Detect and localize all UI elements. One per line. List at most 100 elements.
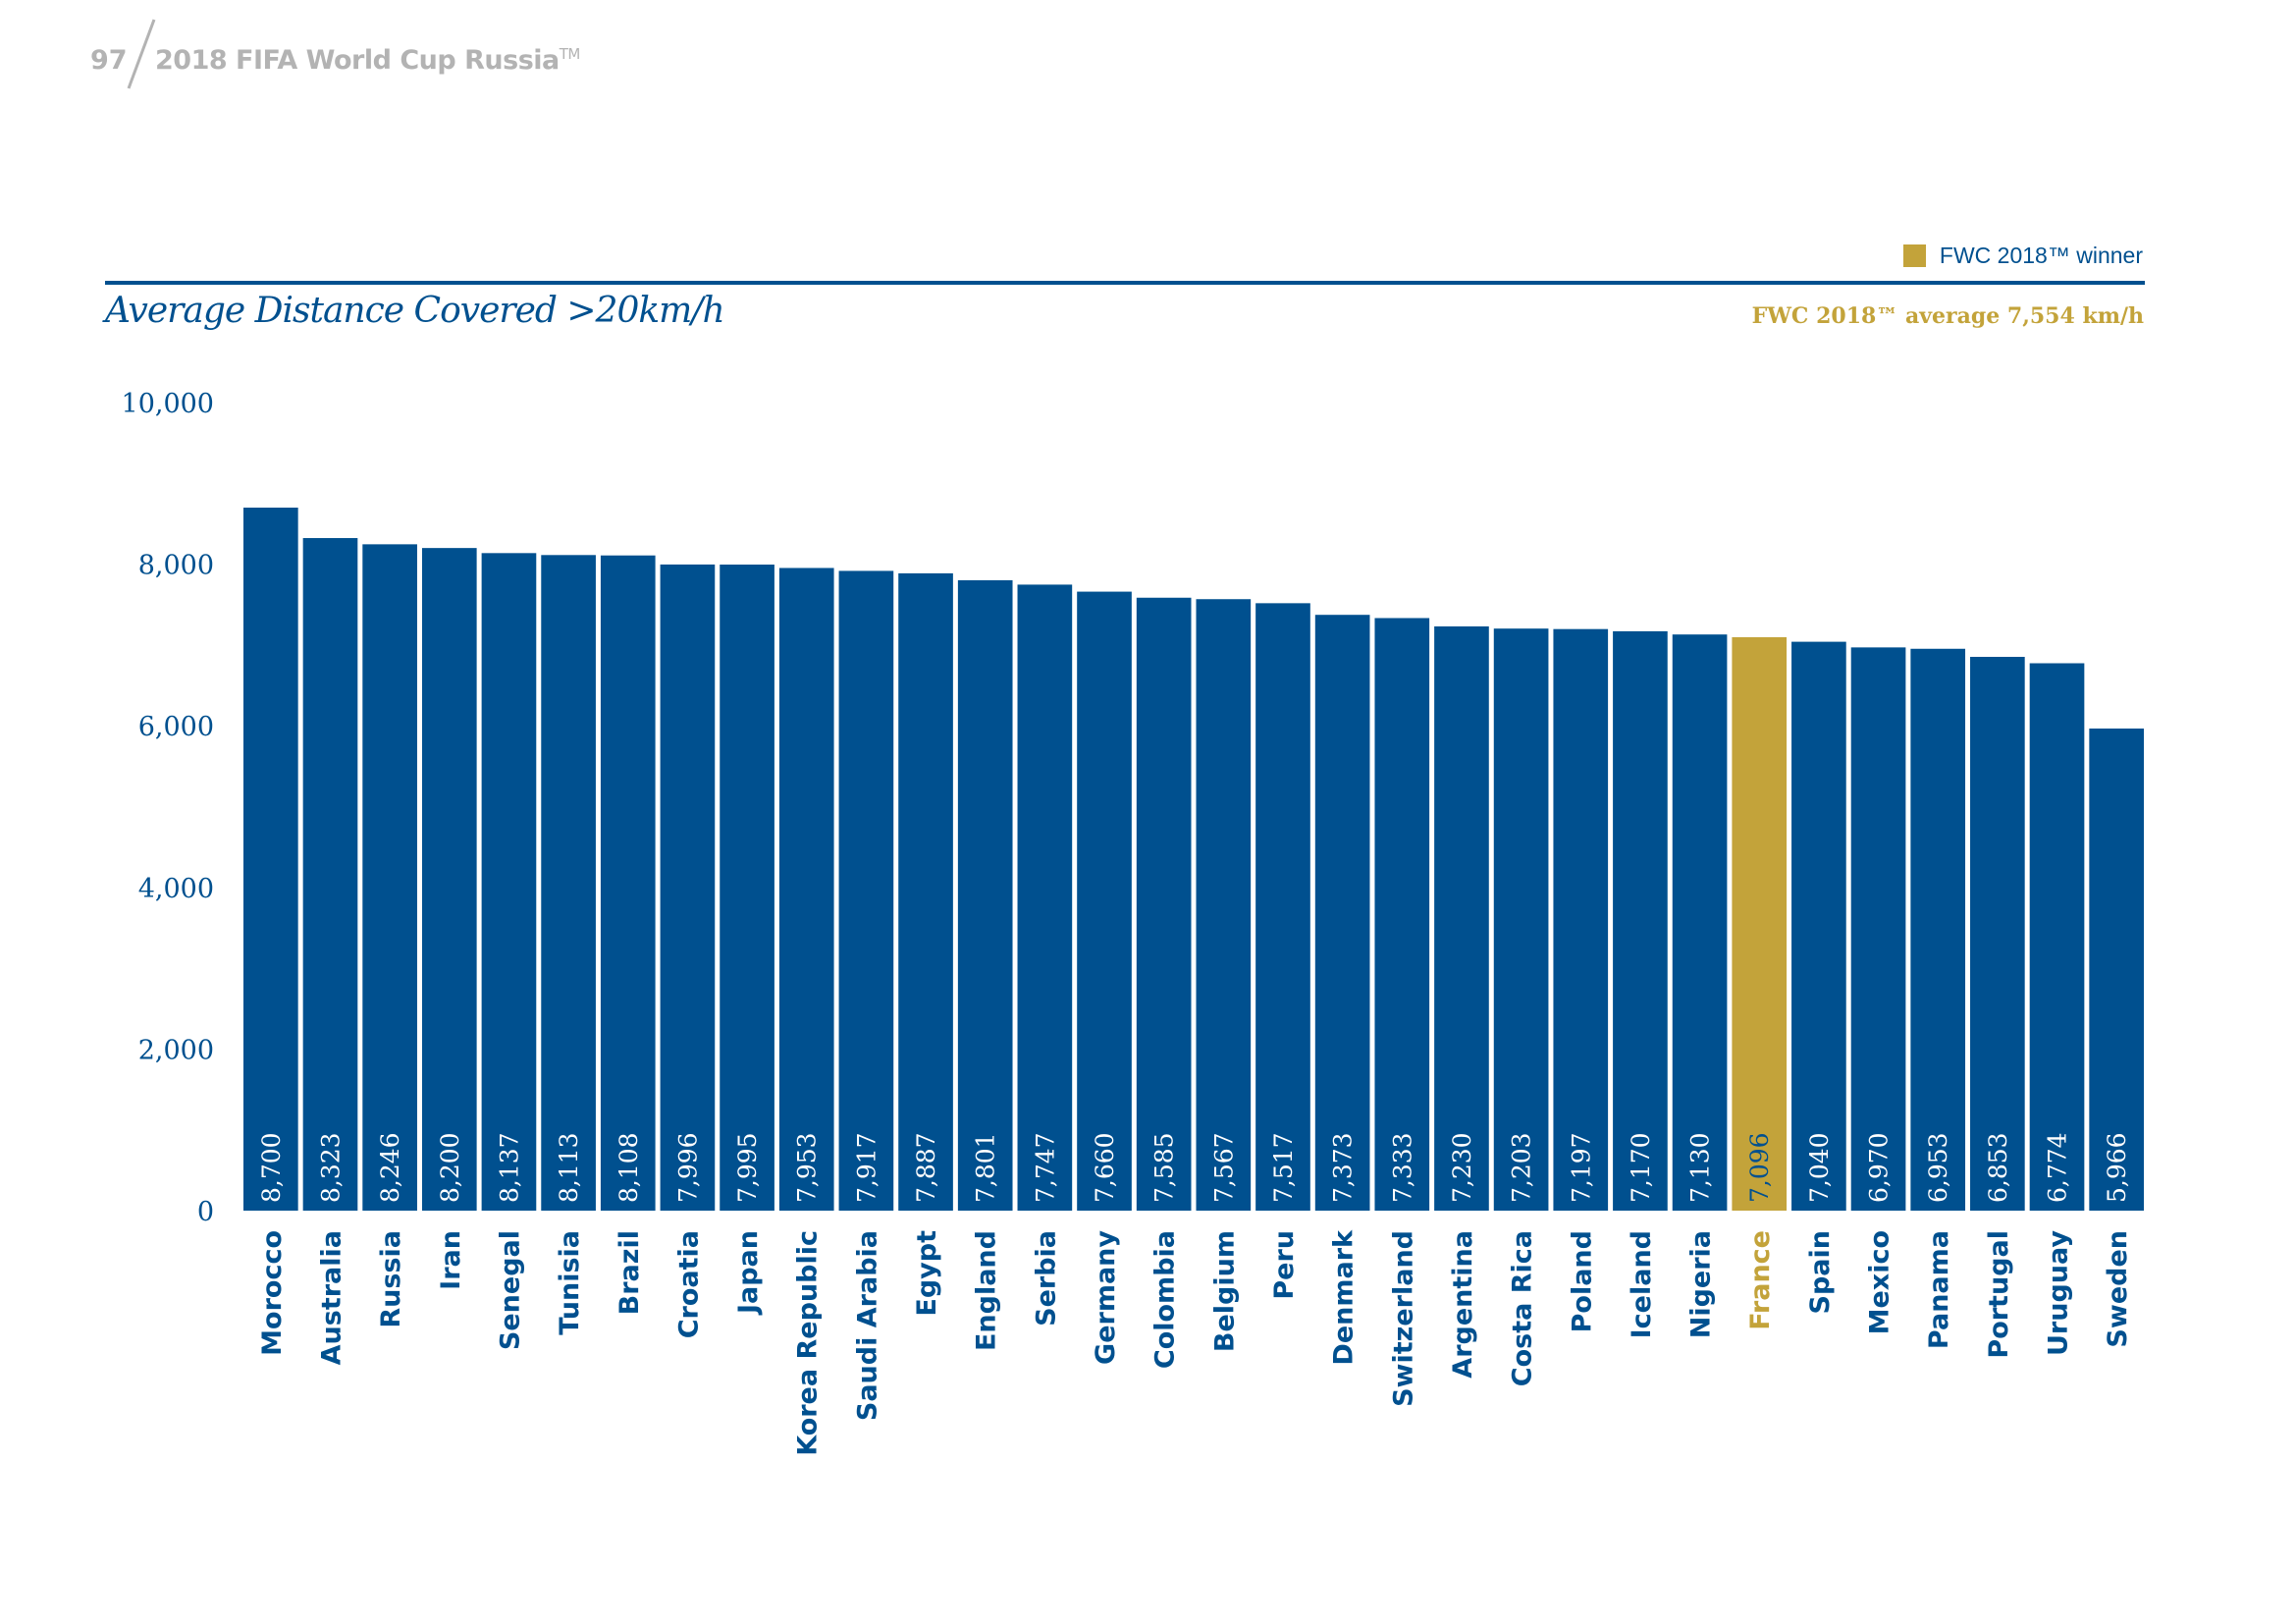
category-label: Japan: [733, 1230, 764, 1316]
category-label: Iran: [436, 1230, 466, 1290]
bar: [600, 555, 656, 1211]
bar-value-label: 7,197: [1567, 1132, 1595, 1203]
category-label: Mexico: [1865, 1230, 1896, 1334]
y-tick-label: 0: [197, 1197, 214, 1227]
winner-legend-label: FWC 2018™ winner: [1939, 243, 2143, 268]
bar: [1672, 634, 1728, 1211]
category-label: Spain: [1805, 1230, 1836, 1314]
bar: [1434, 625, 1489, 1211]
category-label: Brazil: [614, 1230, 645, 1315]
bar-value-label: 7,917: [852, 1132, 881, 1203]
bar: [1970, 656, 2025, 1211]
bar: [481, 553, 537, 1211]
category-label: Egypt: [912, 1230, 942, 1317]
bar-value-label: 7,096: [1745, 1132, 1774, 1203]
bar: [541, 555, 596, 1211]
header-title: 2018 FIFA World Cup RussiaTM: [155, 45, 580, 76]
bar: [1374, 618, 1430, 1211]
page-number: 97: [90, 45, 128, 76]
bar-value-label: 7,747: [1031, 1132, 1059, 1203]
category-label: Argentina: [1448, 1230, 1478, 1379]
category-label: Korea Republic: [793, 1230, 824, 1456]
category-label: Germany: [1091, 1230, 1121, 1365]
category-label: Saudi Arabia: [852, 1230, 882, 1421]
category-label: Belgium: [1209, 1230, 1240, 1352]
chart-title: Average Distance Covered >20km/h: [105, 291, 725, 331]
bar-value-label: 7,585: [1150, 1132, 1179, 1203]
bar: [421, 548, 477, 1211]
bar-value-label: 6,774: [2044, 1132, 2072, 1203]
header-slash-divider: [127, 19, 156, 89]
bar-winner: [1732, 636, 1788, 1211]
category-label: Poland: [1567, 1230, 1597, 1332]
bar: [362, 544, 417, 1211]
category-label: Denmark: [1329, 1229, 1360, 1366]
bar: [1850, 647, 1906, 1211]
category-label: Panama: [1924, 1230, 1954, 1349]
trademark-mark: TM: [559, 45, 581, 63]
bar-value-label: 7,373: [1329, 1132, 1358, 1203]
category-label: Switzerland: [1388, 1230, 1418, 1407]
legend: FWC 2018™ winner: [1902, 243, 2143, 269]
category-label: Serbia: [1031, 1230, 1061, 1326]
bar-value-label: 6,970: [1865, 1132, 1894, 1203]
bar-value-label: 8,200: [436, 1132, 464, 1203]
winner-swatch: [1902, 244, 1926, 267]
bar: [1910, 648, 1966, 1211]
category-label: Morocco: [257, 1230, 288, 1356]
bar-value-label: 7,130: [1686, 1132, 1715, 1203]
bar-value-label: 6,853: [1984, 1132, 2012, 1203]
bar: [1136, 597, 1192, 1211]
category-label: Colombia: [1150, 1230, 1181, 1369]
bar: [1196, 599, 1252, 1211]
category-label: Uruguay: [2044, 1230, 2074, 1356]
bar-value-label: 6,953: [1924, 1132, 1952, 1203]
bar-value-label: 7,517: [1269, 1132, 1298, 1203]
category-label: Nigeria: [1686, 1230, 1717, 1338]
bar-value-label: 7,887: [912, 1132, 940, 1203]
bar: [1493, 628, 1549, 1211]
bar-value-label: 8,113: [555, 1132, 583, 1203]
y-tick-label: 10,000: [122, 389, 214, 419]
category-label: Portugal: [1984, 1230, 2014, 1359]
bar: [898, 572, 953, 1211]
bar: [1613, 630, 1668, 1211]
bar-value-label: 7,170: [1627, 1132, 1655, 1203]
bar-value-label: 7,203: [1508, 1132, 1536, 1203]
bar: [302, 538, 358, 1211]
bar: [778, 568, 834, 1211]
y-tick-label: 4,000: [138, 874, 214, 904]
bar: [1553, 628, 1609, 1211]
category-label: England: [972, 1230, 1002, 1351]
category-label: Tunisia: [555, 1230, 585, 1335]
bar: [1017, 584, 1073, 1211]
bar: [2029, 663, 2085, 1211]
average-label: FWC 2018™ average 7,554 km/h: [1751, 303, 2144, 329]
bar-value-label: 8,700: [257, 1132, 286, 1203]
category-label: Peru: [1269, 1230, 1300, 1300]
bar: [1314, 615, 1370, 1211]
header-title-text: 2018 FIFA World Cup Russia: [155, 45, 560, 76]
bar-value-label: 7,040: [1805, 1132, 1834, 1203]
bar: [2089, 728, 2144, 1211]
y-tick-label: 8,000: [138, 551, 214, 581]
category-label: Iceland: [1627, 1230, 1657, 1338]
bar-value-label: 8,108: [614, 1132, 643, 1203]
bar-value-label: 7,995: [733, 1132, 762, 1203]
bar-value-label: 7,230: [1448, 1132, 1476, 1203]
y-tick-label: 2,000: [138, 1035, 214, 1065]
bar: [1255, 603, 1310, 1211]
bar-value-label: 5,966: [2103, 1132, 2131, 1203]
title-rule: [105, 281, 2145, 285]
bar: [660, 564, 716, 1211]
bar-value-label: 7,801: [972, 1132, 1000, 1203]
bar-value-label: 8,323: [316, 1132, 345, 1203]
bar: [1077, 591, 1132, 1211]
category-label: Croatia: [673, 1230, 704, 1338]
bar: [1791, 641, 1846, 1211]
bar-value-label: 7,996: [673, 1132, 702, 1203]
bar: [243, 507, 298, 1211]
bar: [957, 579, 1013, 1211]
category-label: Australia: [316, 1230, 347, 1365]
